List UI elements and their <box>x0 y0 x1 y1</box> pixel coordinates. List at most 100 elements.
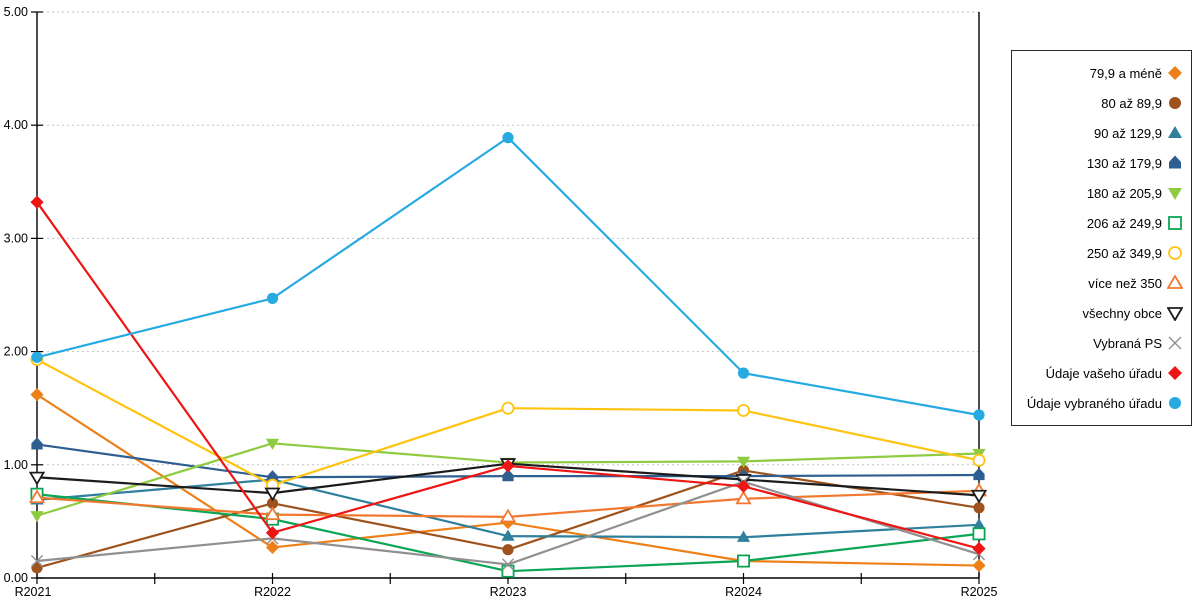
series-line <box>35 136 981 417</box>
circle-marker-icon <box>1168 246 1182 260</box>
circle-marker-icon <box>266 497 279 509</box>
legend-item-label: Vybraná PS <box>1093 335 1162 351</box>
axes <box>31 11 980 584</box>
triangle-up-marker-icon <box>264 506 281 521</box>
diamond-marker-icon <box>1168 66 1182 80</box>
legend-item: Údaje vašeho úřadu <box>1016 358 1183 388</box>
square-marker-icon <box>1168 216 1182 230</box>
legend-item-label: 206 až 249,9 <box>1086 215 1162 231</box>
legend-marker <box>1168 188 1182 200</box>
legend-item: 130 až 179,9 <box>1016 148 1183 178</box>
legend-item: 80 až 89,9 <box>1016 88 1183 118</box>
circle-marker-icon <box>501 401 515 415</box>
pentagon-marker-icon <box>31 437 43 450</box>
diamond-marker-icon <box>736 479 751 493</box>
diamond-marker-icon <box>30 388 44 402</box>
x-tick-label: R2021 <box>15 585 52 599</box>
pentagon-marker-icon <box>973 467 985 481</box>
triangle-down-marker-icon <box>970 489 988 504</box>
legend-item: 90 až 129,9 <box>1016 118 1183 148</box>
triangle-down-marker-icon <box>1167 307 1183 321</box>
triangle-down-marker-icon <box>264 487 281 502</box>
legend-marker <box>1169 155 1181 169</box>
y-tick-label: 2.00 <box>4 345 28 359</box>
y-axis-labels: 0.00 1.00 2.00 3.00 4.00 5.00 <box>4 5 28 585</box>
legend-item: více než 350 <box>1016 268 1183 298</box>
legend-item-label: více než 350 <box>1088 275 1162 291</box>
legend-item-label: 250 až 349,9 <box>1086 245 1162 261</box>
x-tick-label: R2025 <box>961 585 998 599</box>
legend-item-label: Údaje vybraného úřadu <box>1026 395 1162 411</box>
pentagon-marker-icon <box>266 470 279 483</box>
legend-item-label: 130 až 179,9 <box>1086 155 1162 171</box>
circle-marker-icon <box>502 544 514 556</box>
pentagon-marker-icon <box>502 469 514 482</box>
legend-item-label: Údaje vašeho úřadu <box>1045 365 1162 381</box>
legend-marker <box>1168 366 1182 380</box>
pentagon-marker-icon <box>1169 155 1181 169</box>
triangle-up-marker-icon <box>501 529 515 541</box>
legend-item: 180 až 205,9 <box>1016 178 1183 208</box>
legend-item: Údaje vybraného úřadu <box>1016 388 1183 418</box>
legend-marker <box>1168 216 1182 230</box>
series-10 <box>30 195 986 556</box>
triangle-down-marker-icon <box>736 456 751 469</box>
legend-item: 206 až 249,9 <box>1016 208 1183 238</box>
x-tick-label: R2023 <box>490 585 527 599</box>
legend-item-label: 79,9 a méně <box>1089 65 1162 81</box>
diamond-marker-icon <box>265 540 280 555</box>
diamond-marker-icon <box>1168 366 1182 380</box>
circle-marker-icon <box>973 409 985 421</box>
x-axis-labels: R2021 R2022 R2023 R2024 R2025 <box>15 585 998 599</box>
circle-marker-icon <box>973 502 985 514</box>
legend-marker <box>1167 307 1183 321</box>
square-marker-icon <box>737 554 751 568</box>
chart-legend: 79,9 a méně 80 až 89,9 90 až 129,9 130 až 1… <box>1011 50 1192 426</box>
circle-marker-icon <box>502 132 514 144</box>
legend-marker <box>1169 97 1181 109</box>
triangle-up-marker-icon <box>28 489 46 504</box>
series-1 <box>31 464 985 574</box>
legend-marker <box>1169 397 1181 409</box>
triangle-up-marker-icon <box>1168 126 1182 138</box>
legend-marker <box>1168 246 1182 260</box>
circle-marker-icon <box>737 403 751 417</box>
y-tick-label: 5.00 <box>4 5 28 19</box>
x-marker-icon <box>30 554 44 568</box>
legend-marker <box>1168 126 1182 138</box>
triangle-up-marker-icon <box>735 490 752 505</box>
circle-marker-icon <box>1169 97 1181 109</box>
legend-item: 79,9 a méně <box>1016 58 1183 88</box>
circle-marker-icon <box>1169 397 1181 409</box>
gridlines <box>37 11 979 466</box>
y-tick-label: 4.00 <box>4 118 28 132</box>
diamond-marker-icon <box>30 195 44 209</box>
circle-marker-icon <box>31 562 43 574</box>
y-tick-label: 3.00 <box>4 231 28 245</box>
x-marker-icon <box>1168 336 1182 350</box>
series-7 <box>28 482 988 523</box>
circle-marker-icon <box>737 367 750 379</box>
x-tick-label: R2022 <box>254 585 291 599</box>
square-marker-icon <box>972 527 986 541</box>
legend-marker <box>1168 66 1182 80</box>
triangle-down-marker-icon <box>265 438 280 450</box>
legend-item-label: 90 až 129,9 <box>1094 125 1162 141</box>
circle-marker-icon <box>972 453 986 467</box>
x-tick-label: R2024 <box>725 585 762 599</box>
triangle-up-marker-icon <box>736 530 751 542</box>
triangle-up-marker-icon <box>1167 275 1183 289</box>
y-tick-label: 1.00 <box>4 458 28 472</box>
legend-item: všechny obce <box>1016 298 1183 328</box>
y-tick-label: 0.00 <box>4 571 28 585</box>
legend-marker <box>1167 275 1183 289</box>
diamond-marker-icon <box>972 558 986 573</box>
legend-marker <box>1168 336 1182 350</box>
legend-item-label: 180 až 205,9 <box>1086 185 1162 201</box>
legend-item-label: všechny obce <box>1082 305 1163 321</box>
diamond-marker-icon <box>265 526 280 540</box>
series-11 <box>31 132 985 421</box>
circle-marker-icon <box>266 292 279 304</box>
